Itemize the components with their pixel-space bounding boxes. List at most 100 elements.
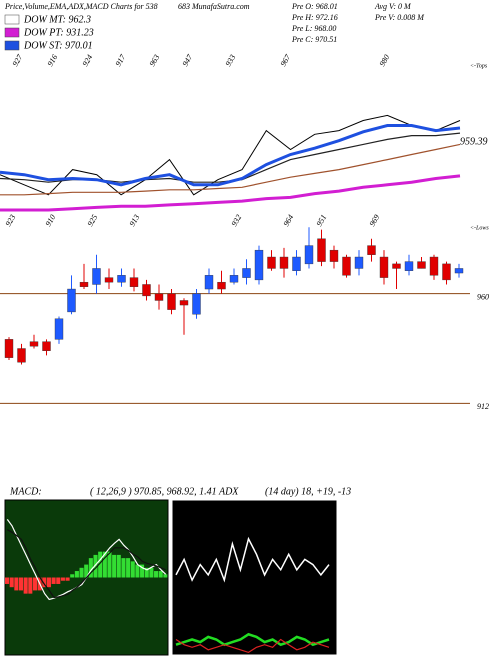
info-text: Pre H: 972.16 [291, 13, 338, 22]
macd-bar [102, 551, 107, 578]
macd-bar [5, 577, 10, 584]
candle-body [242, 268, 251, 278]
macd-bar [42, 577, 47, 588]
top-marker: <-Tops [470, 63, 488, 69]
candle-body [179, 300, 189, 306]
adx-background [171, 499, 338, 656]
series-line [175, 638, 330, 654]
last-value: 959.39 [460, 136, 488, 147]
macd-bar [140, 564, 145, 578]
candle-body [404, 261, 414, 271]
series-line [175, 632, 330, 647]
macd-bar [60, 577, 65, 581]
y-tick-label: 960 [477, 292, 489, 301]
macd-bar [46, 577, 51, 588]
macd-bar [79, 567, 84, 578]
top-label: 924 [81, 53, 95, 68]
candle-body [29, 341, 39, 347]
info-text: Pre O: 968.01 [291, 2, 338, 11]
series-line [0, 114, 461, 196]
macd-bar [126, 558, 131, 578]
macd-bar [28, 577, 33, 594]
series-line [7, 529, 166, 599]
candle-body [392, 263, 401, 269]
macd-bar [98, 551, 103, 578]
low-label: 913 [128, 213, 142, 228]
macd-bar [88, 558, 93, 578]
candle-body [304, 245, 314, 265]
macd-bar [56, 577, 61, 584]
page-title: Price,Volume,EMA,ADX,MACD Charts for 538 [4, 2, 158, 11]
candle-body [217, 281, 226, 290]
y-tick-label: 912 [477, 402, 489, 411]
macd-bar [51, 577, 56, 584]
macd-bar [144, 567, 149, 578]
candle-body [292, 256, 301, 271]
macd-bar [107, 551, 112, 578]
macd-bar [135, 564, 140, 578]
candle-body [254, 249, 264, 281]
macd-bar [14, 577, 19, 591]
adx-subtitle: (14 day) 18, +19, -13 [265, 486, 351, 497]
series-line [0, 143, 461, 196]
low-label: 951 [315, 213, 329, 228]
macd-bar [70, 574, 75, 578]
series-line [0, 174, 461, 212]
macd-bar [9, 577, 14, 588]
macd-bar [74, 571, 79, 578]
candle-body [154, 293, 164, 301]
candle-body [229, 275, 239, 283]
macd-title: MACD: [9, 486, 42, 497]
info-text: Pre V: 0.008 M [374, 13, 425, 22]
top-label: 916 [46, 53, 60, 68]
macd-bar [84, 564, 89, 578]
top-label: 917 [114, 52, 128, 68]
candle-body [67, 288, 76, 313]
low-label: 964 [282, 213, 296, 228]
series-line [0, 124, 461, 187]
candle-body [417, 261, 426, 269]
macd-bar [32, 577, 37, 591]
info-text: Avg V: 0 M [374, 2, 412, 11]
low-label: 925 [86, 213, 100, 228]
candle-body [429, 256, 439, 276]
macd-bar [149, 567, 154, 578]
macd-bar [154, 571, 159, 578]
candle-body [454, 268, 464, 274]
candle-body [317, 238, 326, 262]
macd-bar [65, 577, 70, 581]
low-label: 923 [4, 213, 18, 228]
candle-body [354, 256, 364, 269]
candle-body [379, 256, 389, 278]
top-label: 980 [378, 53, 392, 68]
site-name: 683 MunafaSutra.com [178, 2, 250, 11]
macd-bar [116, 554, 121, 578]
macd-bar [112, 554, 117, 578]
info-text: Pre L: 968.00 [291, 24, 336, 33]
low-label: 910 [44, 213, 58, 228]
candle-body [279, 256, 289, 269]
macd-bar [163, 574, 168, 578]
macd-bar [130, 561, 135, 578]
candle-body [192, 293, 201, 315]
legend-label: DOW PT: 931.23 [23, 27, 94, 38]
candle-body [117, 275, 126, 283]
candle-body [204, 275, 214, 290]
macd-bar [121, 558, 126, 578]
legend-label: DOW MT: 962.3 [23, 14, 91, 25]
macd-bar [23, 577, 28, 594]
macd-subtitle: ( 12,26,9 ) 970.85, 968.92, 1.41 ADX [90, 486, 239, 497]
legend-swatch [4, 40, 20, 51]
top-label: 947 [181, 52, 195, 68]
candle-body [342, 256, 351, 276]
macd-bar [158, 571, 163, 578]
legend-swatch [4, 14, 20, 25]
candle-body [442, 263, 451, 281]
top-label: 933 [224, 53, 238, 68]
macd-bar [93, 554, 98, 578]
candle-body [267, 256, 276, 269]
candle-body [92, 268, 101, 285]
series-line [175, 536, 330, 583]
low-label: 969 [368, 213, 382, 228]
